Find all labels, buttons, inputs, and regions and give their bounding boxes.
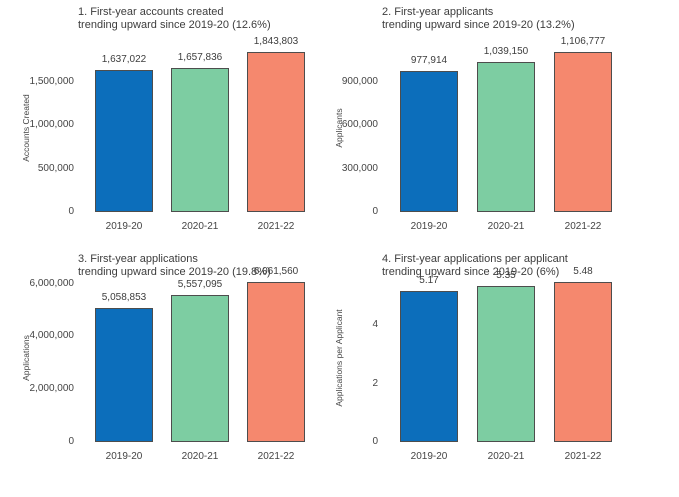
chart-applications-per-applicant: 4. First-year applications per applicant… — [334, 249, 679, 497]
x-tick-label: 2019-20 — [105, 221, 143, 232]
bar-value-label: 1,657,836 — [177, 52, 223, 63]
y-tick-label: 6,000,000 — [29, 277, 75, 289]
bar-value-label: 1,637,022 — [101, 54, 147, 65]
bar-value-label: 6,061,560 — [253, 266, 299, 277]
bar-2020-21 — [171, 68, 229, 212]
chart-title-line2: trending upward since 2019-20 (19.8%) — [78, 266, 271, 278]
x-tick-label: 2019-20 — [410, 451, 448, 462]
y-tick-label: 0 — [68, 206, 74, 217]
y-tick-label: 300,000 — [341, 162, 378, 174]
chart-title-line2: trending upward since 2019-20 (13.2%) — [382, 19, 575, 31]
bar-value-label: 1,106,777 — [560, 36, 606, 47]
x-tick-label: 2021-22 — [564, 221, 602, 232]
y-tick-label: 0 — [372, 206, 378, 217]
chart-title-line2: trending upward since 2019-20 (12.6%) — [78, 19, 271, 31]
bar-2021-22 — [554, 52, 612, 212]
chart-title: 4. First-year applications per applicant… — [382, 253, 568, 279]
x-tick-label: 2021-22 — [257, 451, 295, 462]
bar-2021-22 — [247, 282, 305, 442]
y-tick-label: 2,000,000 — [29, 383, 75, 395]
bar-value-label: 1,843,803 — [253, 36, 299, 47]
chart-title: 2. First-year applicants trending upward… — [382, 6, 575, 32]
chart-title-line2: trending upward since 2019-20 (6%) — [382, 266, 560, 278]
bar-value-label: 5.35 — [496, 270, 516, 281]
y-tick-label: 600,000 — [341, 119, 378, 131]
y-tick-label: 4,000,000 — [29, 330, 75, 342]
y-tick-label: 2 — [372, 377, 378, 389]
x-tick-label: 2021-22 — [257, 221, 295, 232]
y-tick-label: 1,500,000 — [29, 75, 75, 87]
bar-2021-22 — [554, 282, 612, 442]
chart-title: 1. First-year accounts created trending … — [78, 6, 271, 32]
chart-first-year-applicants: 2. First-year applicants trending upward… — [334, 0, 679, 248]
x-tick-label: 2019-20 — [105, 451, 143, 462]
bar-value-label: 977,914 — [410, 55, 448, 66]
bar-value-label: 5.48 — [573, 266, 593, 277]
bar-value-label: 5,557,095 — [177, 279, 223, 290]
y-tick-label: 4 — [372, 319, 378, 331]
y-tick-label: 900,000 — [341, 75, 378, 87]
x-tick-label: 2019-20 — [410, 221, 448, 232]
chart-title: 3. First-year applications trending upwa… — [78, 253, 271, 279]
x-tick-label: 2021-22 — [564, 451, 602, 462]
x-tick-label: 2020-21 — [181, 451, 219, 462]
x-tick-label: 2020-21 — [181, 221, 219, 232]
chart-title-line1: 2. First-year applicants — [382, 6, 494, 18]
bar-2019-20 — [400, 291, 458, 442]
bar-value-label: 5,058,853 — [101, 292, 147, 303]
bar-2019-20 — [95, 70, 153, 212]
x-tick-label: 2020-21 — [487, 221, 525, 232]
bar-value-label: 1,039,150 — [483, 46, 529, 57]
chart-title-line1: 4. First-year applications per applicant — [382, 253, 568, 265]
bar-2019-20 — [400, 71, 458, 212]
bar-2020-21 — [477, 286, 535, 442]
y-tick-label: 0 — [372, 436, 378, 447]
bar-2020-21 — [171, 295, 229, 442]
chart-first-year-accounts-created: 1. First-year accounts created trending … — [0, 0, 339, 248]
bar-2019-20 — [95, 308, 153, 442]
x-tick-label: 2020-21 — [487, 451, 525, 462]
y-tick-label: 1,000,000 — [29, 119, 75, 131]
chart-title-line1: 1. First-year accounts created — [78, 6, 224, 18]
bar-value-label: 5.17 — [419, 275, 439, 286]
chart-title-line1: 3. First-year applications — [78, 253, 198, 265]
y-tick-label: 0 — [68, 436, 74, 447]
bar-2021-22 — [247, 52, 305, 212]
chart-first-year-applications: 3. First-year applications trending upwa… — [0, 249, 339, 497]
bar-2020-21 — [477, 62, 535, 212]
y-tick-label: 500,000 — [37, 162, 74, 174]
